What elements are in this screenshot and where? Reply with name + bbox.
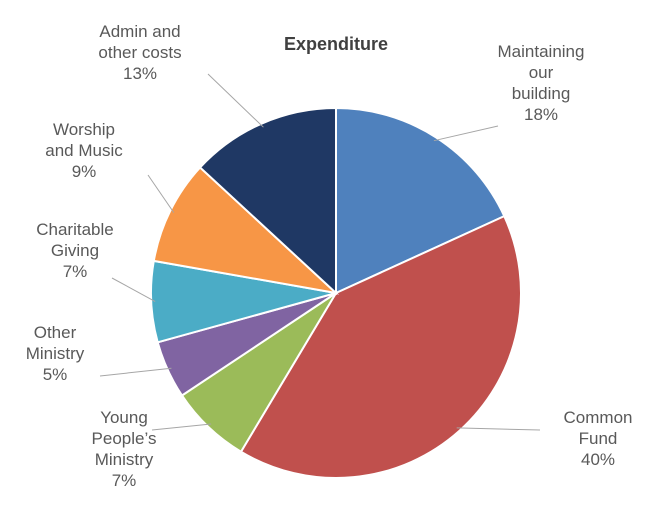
- slice-percent-label: 40%: [581, 450, 615, 469]
- leader-line-3: [99, 367, 172, 377]
- leader-line-1: [456, 427, 541, 431]
- slice-name-line: Admin and: [99, 22, 180, 41]
- slice-label-5: Worship and Music 9%: [45, 120, 123, 181]
- slice-name-line: our: [529, 63, 554, 82]
- slice-percent-label: 9%: [72, 162, 97, 181]
- slice-label-4: Charitable Giving 7%: [36, 220, 114, 281]
- slice-name-line: other costs: [98, 43, 181, 62]
- slice-label-0: Maintaining our building 18%: [498, 42, 585, 124]
- leader-line-2: [151, 423, 212, 431]
- chart-title: Expenditure: [284, 34, 388, 54]
- slice-name-line: Charitable: [36, 220, 114, 239]
- slice-name-line: Other: [34, 323, 77, 342]
- slice-percent-label: 13%: [123, 64, 157, 83]
- slice-name-line: Maintaining: [498, 42, 585, 61]
- slice-name-line: building: [512, 84, 571, 103]
- leader-line-5: [147, 174, 175, 213]
- slice-name-line: Ministry: [26, 344, 85, 363]
- slice-name-line: Worship: [53, 120, 115, 139]
- slice-name-line: Young: [100, 408, 148, 427]
- leader-lines: [99, 73, 541, 431]
- slice-label-2: Young People’s Ministry 7%: [92, 408, 157, 490]
- slice-percent-label: 7%: [63, 262, 88, 281]
- slice-name-line: and Music: [45, 141, 123, 160]
- slice-name-line: Giving: [51, 241, 99, 260]
- slice-name-line: Ministry: [95, 450, 154, 469]
- pie-slice-1: [239, 214, 522, 479]
- slice-name-line: Fund: [579, 429, 618, 448]
- leader-line-4: [111, 277, 156, 303]
- slice-labels: Maintaining our building 18% Common Fund 40% Yo…: [26, 22, 633, 490]
- slice-label-1: Common Fund 40%: [564, 408, 633, 469]
- pie-slice-0: [335, 106, 506, 295]
- pie-slices: [150, 106, 522, 479]
- slice-percent-label: 18%: [524, 105, 558, 124]
- leader-line-0: [433, 125, 499, 142]
- pie-slice-6: [198, 106, 337, 296]
- slice-percent-label: 7%: [112, 471, 137, 490]
- slice-label-3: Other Ministry 5%: [26, 323, 85, 384]
- slice-percent-label: 5%: [43, 365, 68, 384]
- leader-line-6: [207, 73, 264, 128]
- slice-label-6: Admin and other costs 13%: [98, 22, 181, 83]
- pie-slice-5: [152, 166, 340, 295]
- slice-name-line: People’s: [92, 429, 157, 448]
- slice-name-line: Common: [564, 408, 633, 427]
